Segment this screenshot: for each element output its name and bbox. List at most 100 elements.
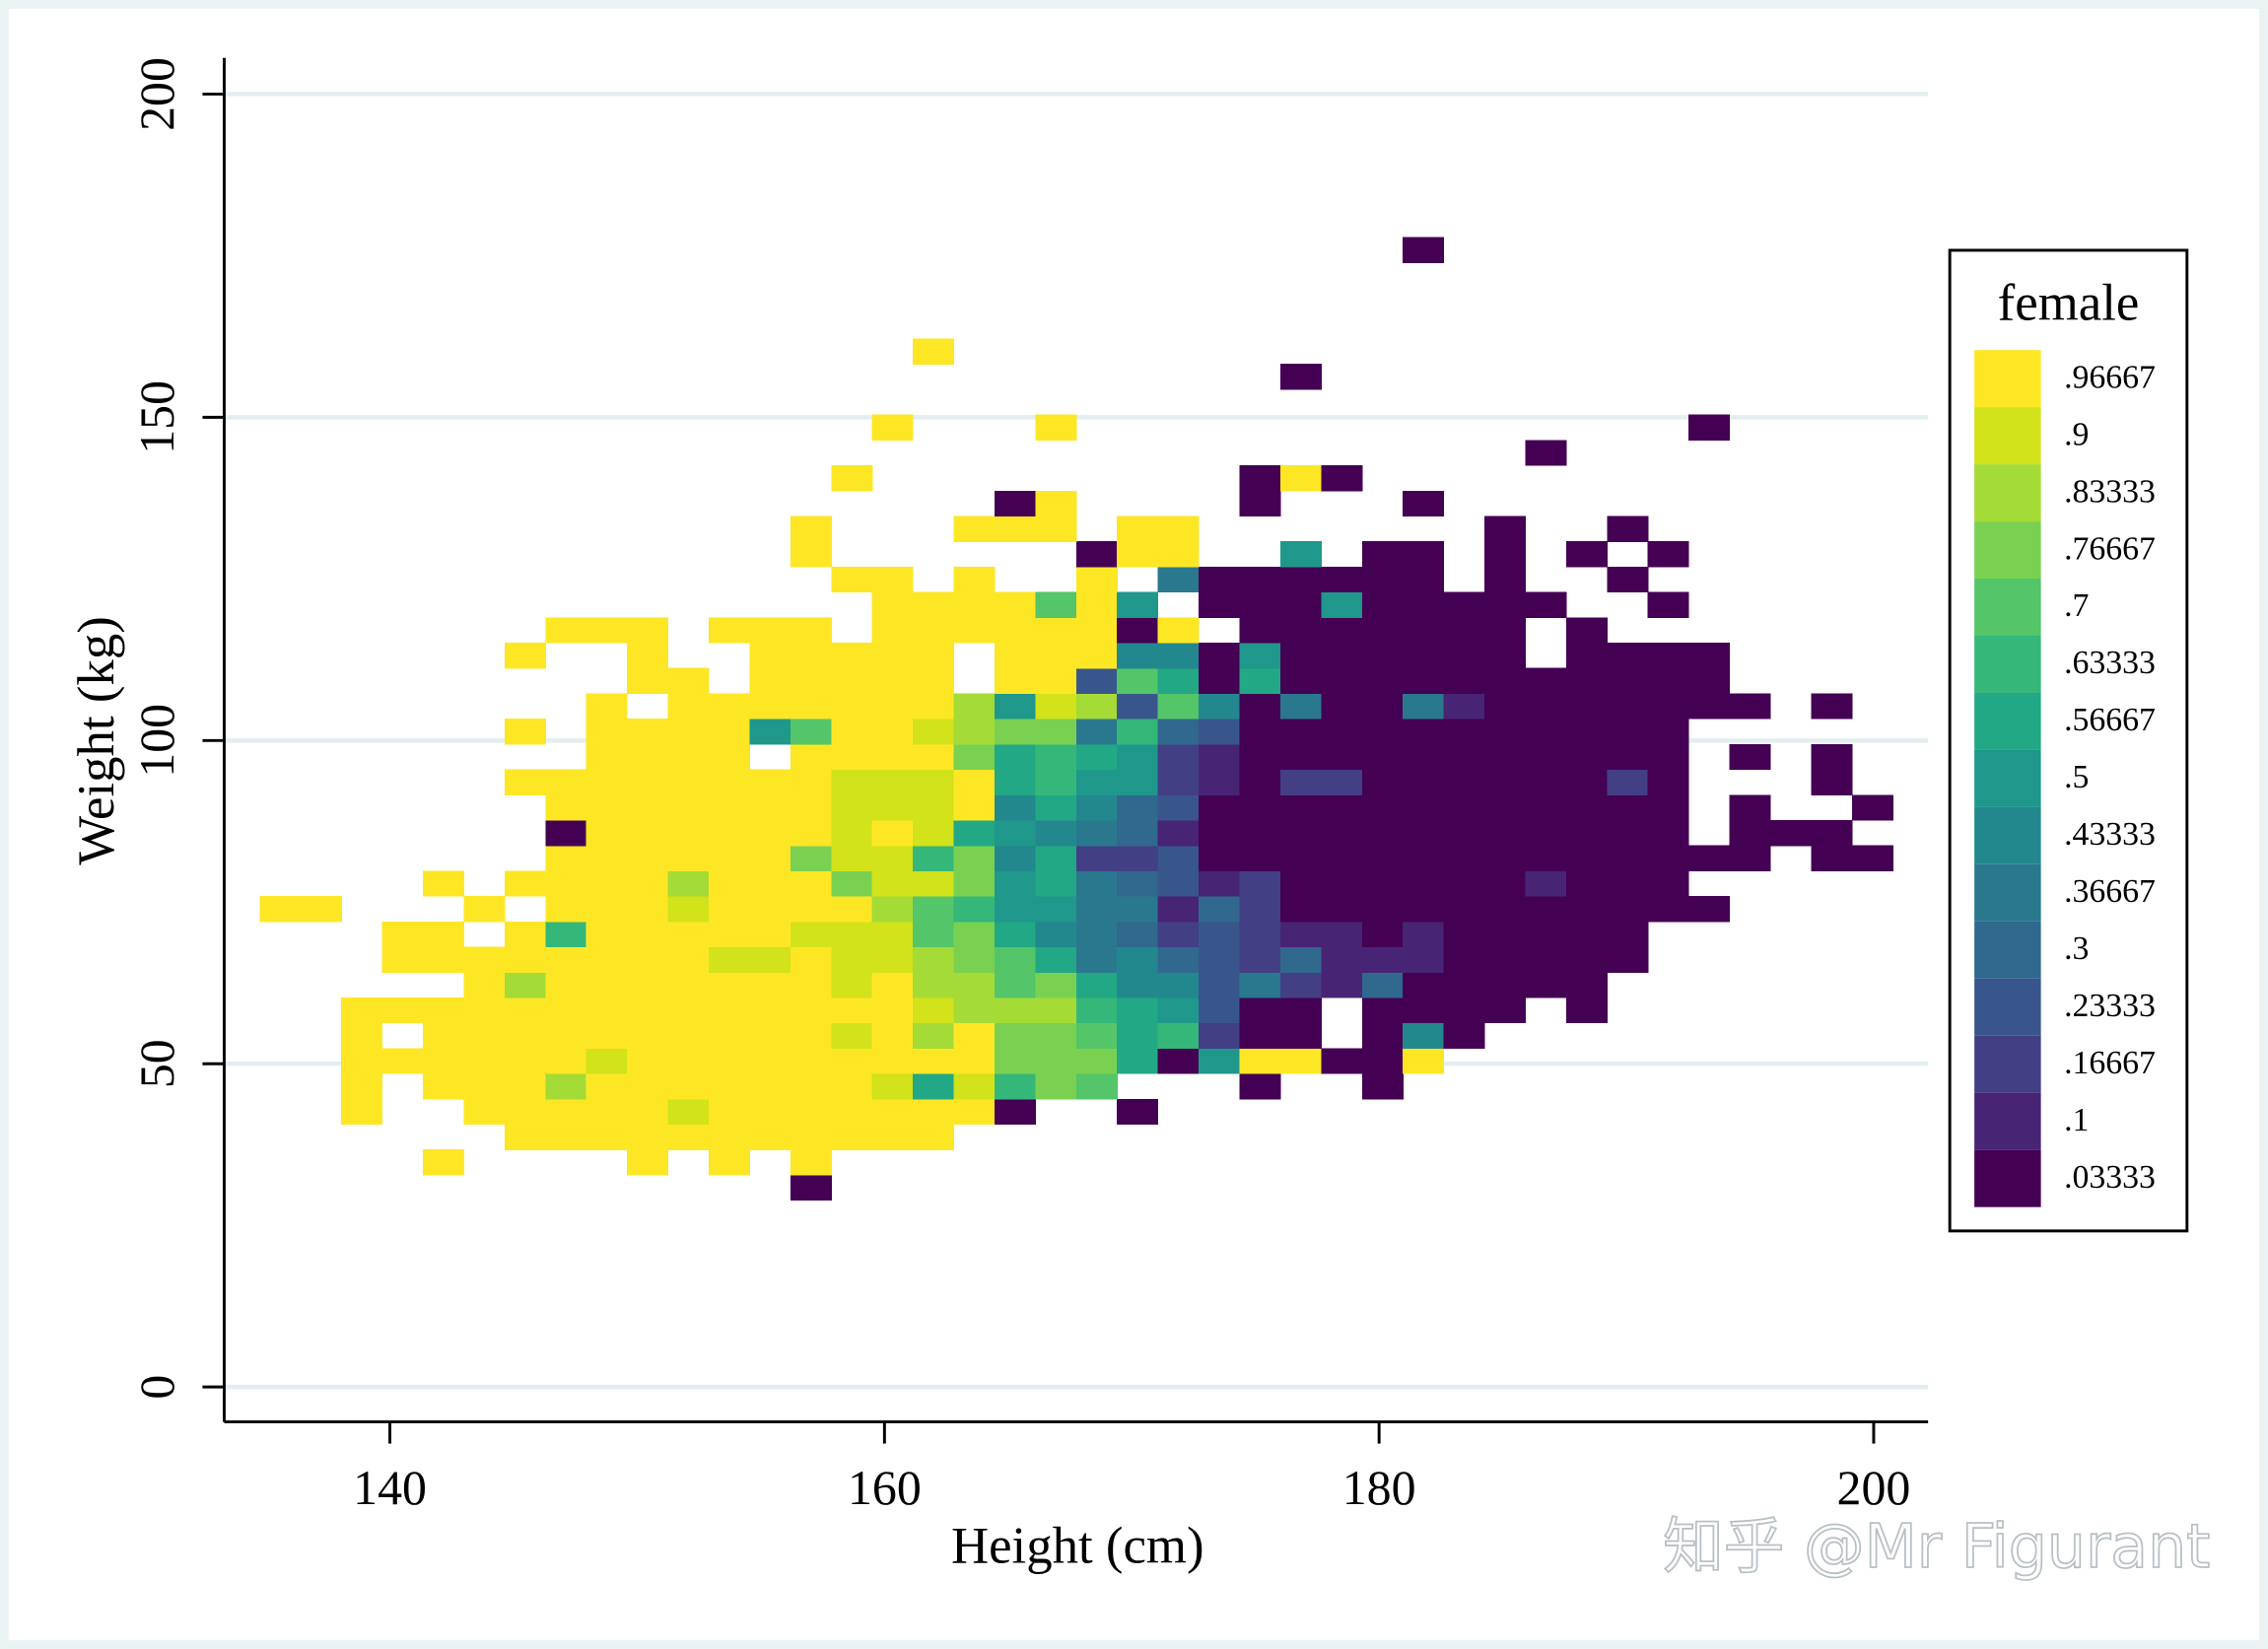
heat-cell bbox=[1321, 794, 1363, 821]
legend-swatch bbox=[1974, 863, 2041, 922]
heat-cell bbox=[913, 591, 955, 618]
heat-cell bbox=[1403, 1022, 1445, 1049]
heat-cell bbox=[1811, 819, 1853, 847]
heat-cell bbox=[1607, 667, 1649, 695]
heat-cell bbox=[749, 769, 791, 795]
heat-cell bbox=[1035, 743, 1077, 771]
heat-cell bbox=[585, 819, 628, 847]
heat-cell bbox=[1484, 845, 1527, 871]
heat-cell bbox=[749, 921, 791, 948]
legend-swatch bbox=[1974, 806, 2041, 864]
heat-cell bbox=[1647, 845, 1689, 871]
heat-cell bbox=[953, 1073, 996, 1100]
heat-cell bbox=[627, 617, 669, 644]
heat-cell bbox=[1361, 541, 1404, 568]
heat-cell bbox=[1157, 743, 1200, 771]
heat-cell bbox=[667, 1124, 710, 1150]
heat-cell bbox=[790, 743, 832, 771]
heat-cell bbox=[1484, 591, 1527, 618]
heat-cell bbox=[953, 1022, 996, 1049]
heat-cell bbox=[1035, 921, 1077, 948]
heat-cell bbox=[1157, 946, 1200, 973]
heat-cell bbox=[423, 946, 465, 973]
heat-cell bbox=[1117, 996, 1159, 1024]
heat-cell bbox=[1035, 693, 1077, 720]
heat-cell bbox=[1279, 743, 1322, 771]
heat-cell bbox=[1361, 643, 1404, 669]
heat-cell bbox=[1484, 794, 1527, 821]
heat-cell bbox=[1688, 896, 1731, 923]
heat-cell bbox=[913, 693, 955, 720]
heat-cell bbox=[790, 845, 832, 871]
heat-cell bbox=[585, 1073, 628, 1100]
heat-cell bbox=[1279, 541, 1322, 568]
heat-cell bbox=[790, 1124, 832, 1150]
heat-cell bbox=[1321, 743, 1363, 771]
heat-cell bbox=[1117, 972, 1159, 998]
heat-cell bbox=[1403, 896, 1445, 923]
heat-cell bbox=[790, 1048, 832, 1074]
heat-cell bbox=[1565, 794, 1608, 821]
heat-cell bbox=[913, 769, 955, 795]
heat-cell bbox=[708, 921, 751, 948]
heat-cell bbox=[627, 845, 669, 871]
heat-cell bbox=[749, 819, 791, 847]
heat-cell bbox=[790, 946, 832, 973]
heat-cell bbox=[790, 794, 832, 821]
heat-cell bbox=[585, 946, 628, 973]
heat-cell bbox=[341, 1073, 383, 1100]
heat-cell bbox=[749, 617, 791, 644]
heat-cell bbox=[790, 972, 832, 998]
heat-cell bbox=[831, 819, 873, 847]
heat-cell bbox=[831, 1048, 873, 1074]
heat-cell bbox=[627, 719, 669, 745]
heat-cell bbox=[994, 870, 1036, 897]
heat-cell bbox=[953, 794, 996, 821]
heat-cell bbox=[1199, 591, 1241, 618]
heat-cell bbox=[1403, 845, 1445, 871]
heat-cell bbox=[1075, 667, 1118, 695]
heat-cell bbox=[871, 1048, 914, 1074]
heat-cell bbox=[1199, 946, 1241, 973]
heat-cell bbox=[627, 1073, 669, 1100]
heat-cell bbox=[708, 769, 751, 795]
heat-cell bbox=[953, 1048, 996, 1074]
heat-cell bbox=[300, 896, 342, 923]
heat-cell bbox=[1361, 819, 1404, 847]
heat-cell bbox=[585, 794, 628, 821]
heat-cell bbox=[1403, 719, 1445, 745]
heat-cell bbox=[1361, 1073, 1404, 1100]
heat-cell bbox=[1443, 794, 1485, 821]
heat-cell bbox=[1279, 845, 1322, 871]
heat-cell bbox=[259, 896, 302, 923]
legend-swatch bbox=[1974, 464, 2041, 522]
heat-cell bbox=[749, 1124, 791, 1150]
heat-cell bbox=[1075, 693, 1118, 720]
heat-cell bbox=[1443, 972, 1485, 998]
legend-label: .1 bbox=[2064, 1102, 2089, 1138]
heat-cell bbox=[1443, 870, 1485, 897]
heat-cell bbox=[913, 1124, 955, 1150]
heat-cell bbox=[1484, 819, 1527, 847]
heat-cell bbox=[381, 1048, 424, 1074]
heat-cell bbox=[423, 921, 465, 948]
heat-cell bbox=[1157, 972, 1200, 998]
heat-cell bbox=[1117, 591, 1159, 618]
heat-cell bbox=[1525, 743, 1567, 771]
heat-cell bbox=[1403, 490, 1445, 517]
heat-cell bbox=[1851, 845, 1893, 871]
heat-cell bbox=[1279, 719, 1322, 745]
heat-cell bbox=[831, 1124, 873, 1150]
heat-cell bbox=[994, 617, 1036, 644]
legend: .96667 .9 .83333 .76667 .7 .63333 .56667 .5 .433… bbox=[1974, 350, 2156, 1207]
heat-cell bbox=[749, 1022, 791, 1049]
heat-cell bbox=[504, 1048, 546, 1074]
heat-cell bbox=[585, 617, 628, 644]
heat-cell bbox=[1443, 719, 1485, 745]
heat-cell bbox=[913, 338, 955, 365]
heat-cell bbox=[545, 870, 587, 897]
heat-cell bbox=[381, 921, 424, 948]
heat-cell bbox=[913, 719, 955, 745]
legend-label: .56667 bbox=[2064, 702, 2156, 738]
heat-cell bbox=[1729, 794, 1771, 821]
